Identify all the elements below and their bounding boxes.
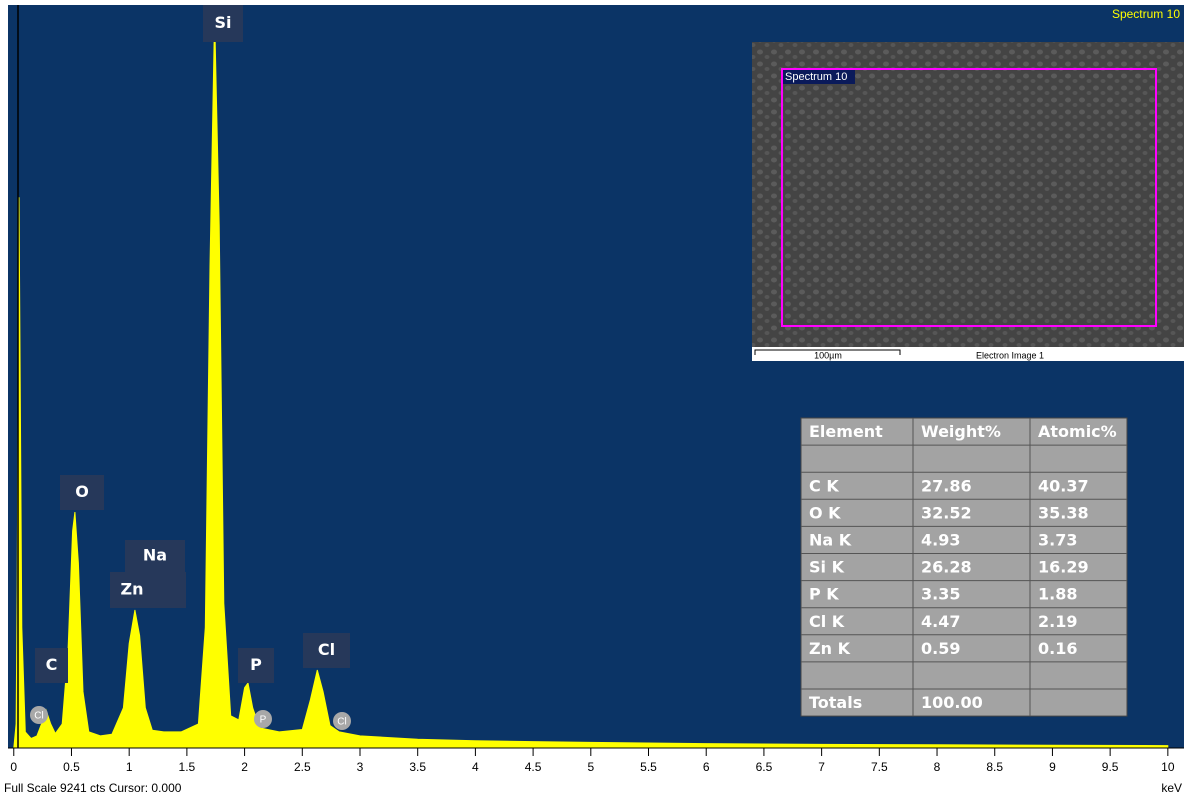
x-axis-label: keV [1161,781,1182,795]
table-cell: 35.38 [1038,503,1089,522]
x-tick-label: 1.5 [179,760,196,774]
table-cell: 0.16 [1038,639,1077,658]
x-tick-label: 2 [241,760,248,774]
table-cell: 0.59 [921,639,960,658]
table-header: Weight% [921,422,1001,441]
image-label: Spectrum 10 [785,71,847,83]
peak-label: Zn [121,580,144,599]
spectrum-title: Spectrum 10 [1112,7,1180,21]
table-cell: 16.29 [1038,558,1089,577]
table-cell: 3.73 [1038,530,1077,549]
x-tick-label: 3.5 [409,760,426,774]
table-cell: 3.35 [921,585,960,604]
table-cell: 4.93 [921,530,960,549]
electron-image: Spectrum 10 100µm Electron Image 1 [752,42,1184,361]
peak-label: C [46,655,58,674]
table-cell: C K [809,476,839,495]
x-tick-label: 5 [587,760,594,774]
table-cell: 4.47 [921,612,960,631]
x-tick-label: 6.5 [756,760,773,774]
x-tick-label: 4.5 [525,760,542,774]
minor-peak-label: P [260,715,267,726]
x-tick-label: 8 [934,760,941,774]
x-tick-label: 0.5 [63,760,80,774]
scale-bar-label: 100µm [814,350,842,360]
x-tick-label: 10 [1161,760,1175,774]
x-tick-label: 9 [1049,760,1056,774]
table-cell: 1.88 [1038,585,1077,604]
minor-peak-label: Cl [337,717,346,728]
x-tick-label: 9.5 [1102,760,1119,774]
minor-peak-label: Cl [34,711,43,722]
peak-label: Si [214,13,231,32]
peak-label: O [75,482,89,501]
peak-label: P [250,655,262,674]
table-cell: Na K [809,530,852,549]
table-cell: 100.00 [921,693,983,712]
table-cell: 32.52 [921,503,972,522]
x-tick-label: 6 [703,760,710,774]
table-cell: 26.28 [921,558,972,577]
table-cell: 40.37 [1038,476,1089,495]
results-table: Element Weight% Atomic% C K 27.86 40.37 O K 32.… [801,418,1127,716]
x-tick-label: 0 [10,760,17,774]
image-caption: Electron Image 1 [976,350,1044,360]
table-cell: Si K [809,558,845,577]
table-header: Atomic% [1038,422,1117,441]
table-cell: 27.86 [921,476,972,495]
peak-label: Na [143,546,167,565]
table-cell: Cl K [809,612,845,631]
x-tick-label: 3 [357,760,364,774]
x-tick-label: 2.5 [294,760,311,774]
table-cell: Totals [809,693,862,712]
table-header: Element [809,422,883,441]
x-tick-label: 7.5 [871,760,888,774]
table-cell: Zn K [809,639,851,658]
x-tick-label: 4 [472,760,479,774]
table-cell: O K [809,503,841,522]
x-tick-label: 1 [126,760,133,774]
x-tick-label: 5.5 [640,760,657,774]
peak-label: Cl [318,640,335,659]
x-tick-label: 8.5 [986,760,1003,774]
table-cell: 2.19 [1038,612,1077,631]
table-cell: P K [809,585,839,604]
micrograph-shade [752,42,1184,347]
eds-window: Si O Na Zn C P Cl Cl P Cl Spectrum 10 Full Scale … [0,0,1186,797]
x-tick-label: 7 [818,760,825,774]
footer: Full Scale 9241 cts Cursor: 0.000 [4,781,182,795]
